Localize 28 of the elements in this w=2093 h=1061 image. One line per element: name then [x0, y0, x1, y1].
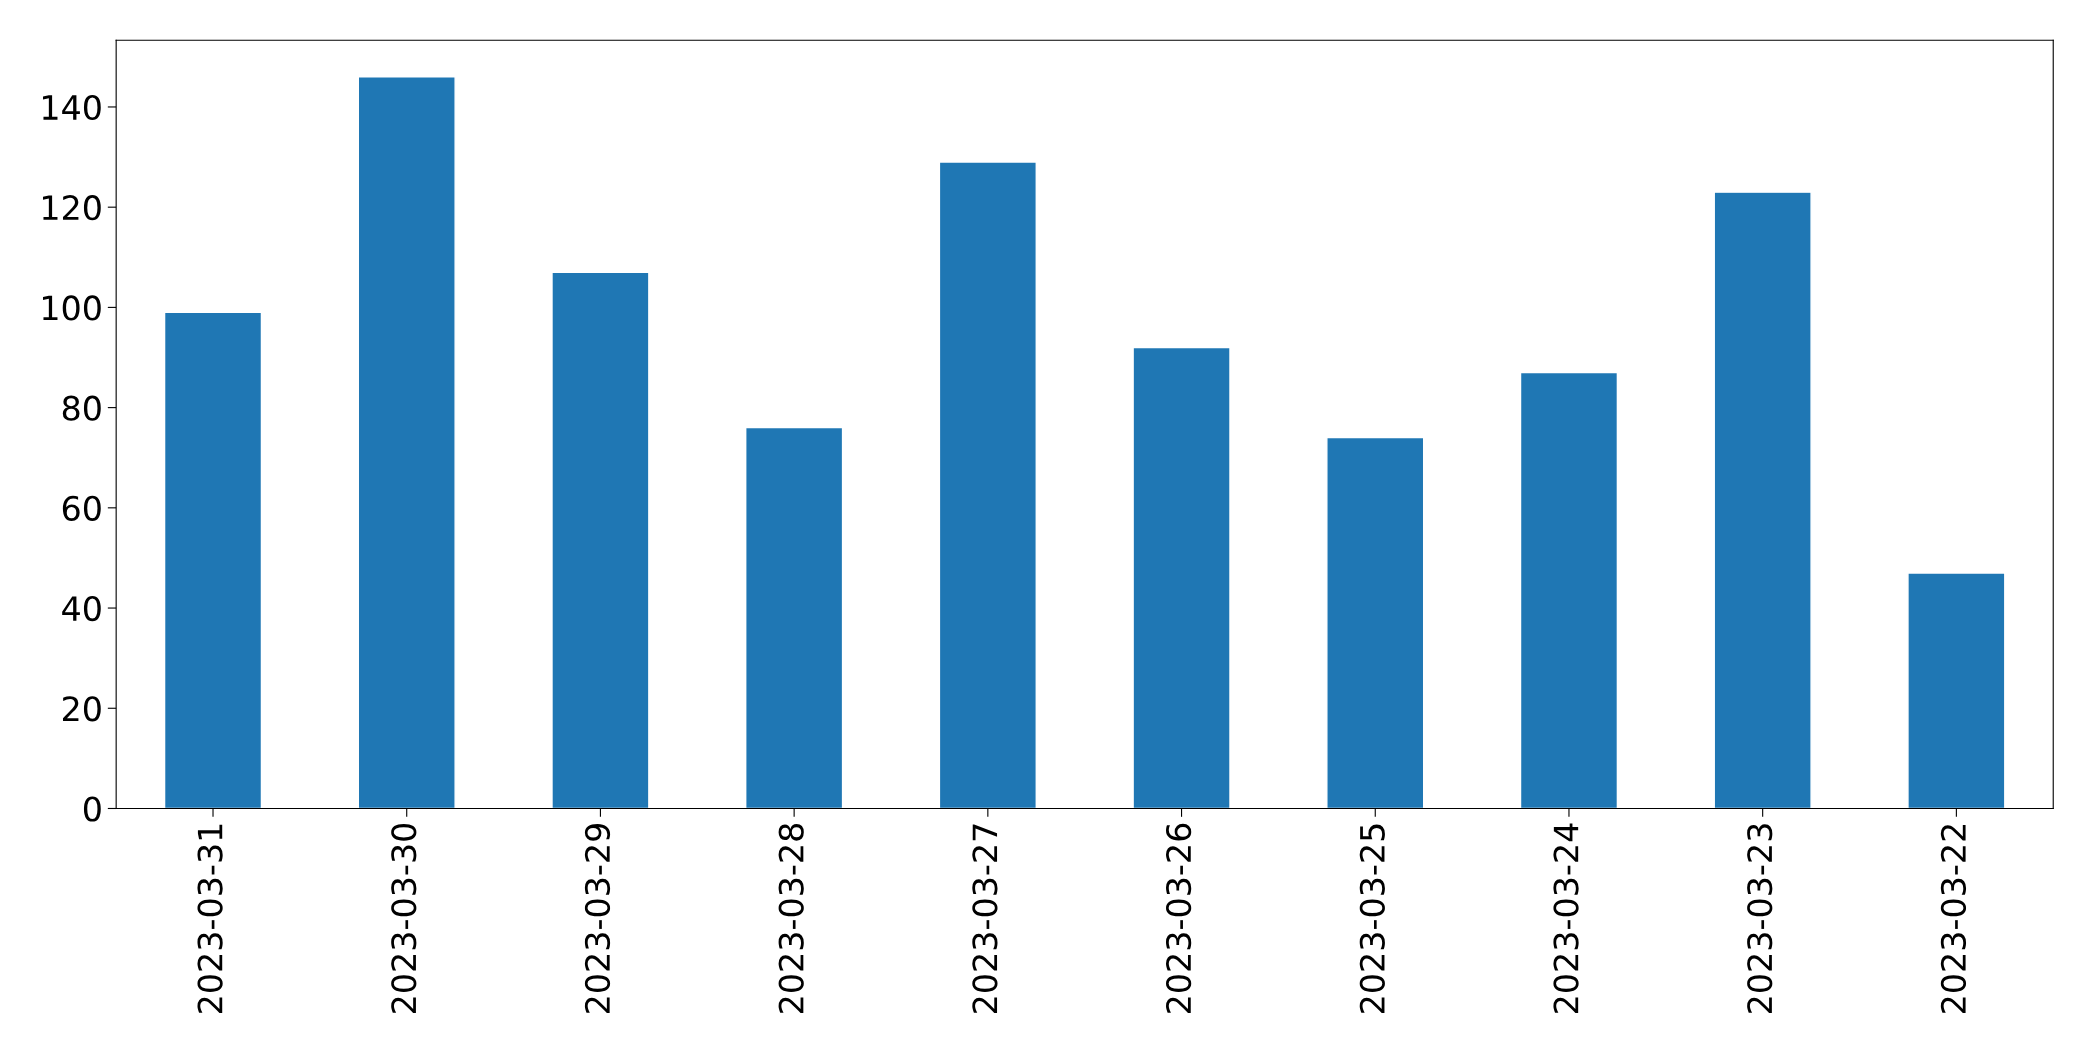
- y-tick-label: 100: [43, 295, 101, 321]
- x-tick-label: 2023-03-23: [1747, 824, 1773, 1013]
- x-tick-label: 2023-03-24: [1553, 823, 1579, 1013]
- x-tick-label: 2023-03-31: [197, 824, 223, 1013]
- bar: [1519, 371, 1619, 809]
- bar: [938, 161, 1037, 809]
- y-tick-label: 40: [62, 595, 101, 622]
- x-tick-label: 2023-03-29: [584, 824, 611, 1013]
- y-tick-label: 20: [62, 696, 101, 722]
- y-tick-label: 80: [62, 395, 101, 421]
- x-tick-label: 2023-03-25: [1359, 824, 1385, 1013]
- x-tick-label: 2023-03-26: [1166, 823, 1192, 1013]
- y-tick-label: 0: [83, 796, 101, 822]
- bar: [745, 426, 844, 809]
- y-tick-label: 120: [43, 195, 101, 221]
- bar: [1713, 191, 1812, 809]
- bar: [357, 76, 456, 809]
- bar: [1907, 572, 2006, 809]
- bar: [551, 271, 650, 809]
- x-tick-label: 2023-03-27: [972, 824, 998, 1013]
- bar: [163, 311, 263, 809]
- bar: [1326, 436, 1425, 809]
- x-tick-label: 2023-03-22: [1940, 825, 1967, 1013]
- bar: [1132, 346, 1231, 809]
- x-tick-label: 2023-03-28: [778, 823, 804, 1013]
- x-tick-label: 2023-03-30: [391, 823, 417, 1013]
- y-tick-label: 60: [62, 495, 101, 521]
- y-tick-label: 140: [43, 94, 101, 121]
